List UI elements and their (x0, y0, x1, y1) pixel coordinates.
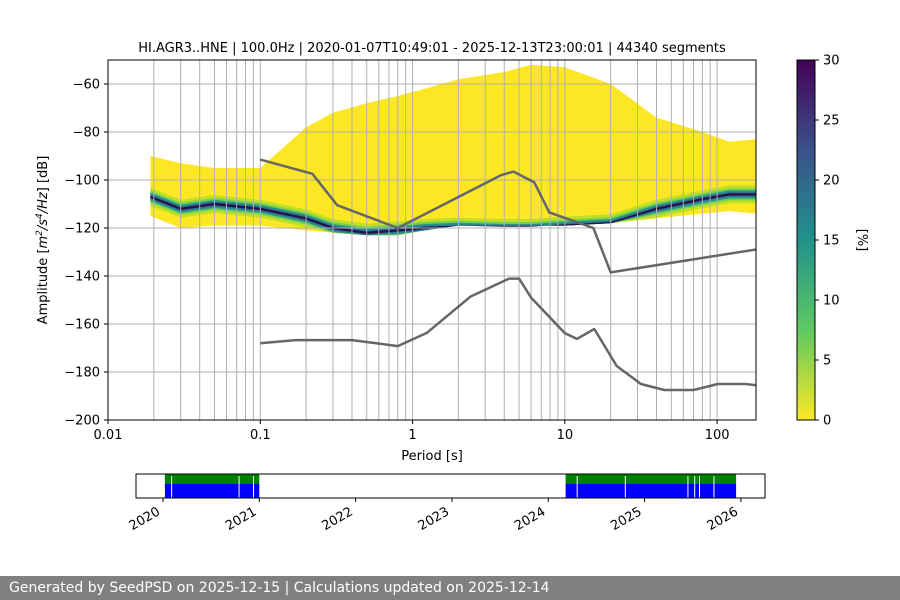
y-axis-label: Amplitude [m2/s4/Hz] [dB] (35, 156, 51, 325)
timeline-tick-label: 2025 (608, 504, 644, 534)
x-axis: 0.01 0.1 1 10 100 (94, 420, 730, 443)
noise-models (259, 158, 756, 392)
grid-lines (108, 60, 756, 420)
psd-density (150, 64, 756, 236)
colorbar-label: [%] (854, 229, 869, 252)
noise-model-low (260, 277, 756, 392)
data-coverage-timeline: 2020 2021 2022 2023 2024 2025 2026 (127, 473, 766, 534)
timeline-data-bar (565, 484, 737, 498)
timeline-tick-label: 2020 (127, 504, 163, 534)
y-axis-label-prefix: Amplitude [ (36, 248, 51, 324)
y-axis-label-unit-end: /Hz (36, 191, 51, 214)
x-tick-label: 0.1 (250, 428, 271, 443)
plot-frame (107, 59, 757, 421)
timeline-data-bar (164, 484, 260, 498)
colorbar: 0 5 10 15 20 25 30 [%] (796, 54, 869, 429)
timeline-tick-label: 2024 (512, 504, 548, 534)
x-axis-label: Period [s] (401, 449, 463, 464)
timeline-frame (135, 473, 766, 499)
y-tick-label: −120 (64, 222, 100, 237)
timeline-coverage-bars (164, 474, 737, 498)
colorbar-ticks: 0 5 10 15 20 25 30 (815, 54, 840, 429)
psd-plot-area: 0.01 0.1 1 10 100 −200 −180 −160 −140 −120 −100 −8… (64, 59, 757, 443)
y-axis-label-exp2: 4 (35, 213, 45, 219)
y-axis-label-unit-mid: /s (36, 219, 51, 231)
colorbar-tick-label: 25 (823, 114, 840, 129)
density-band-yellow (150, 64, 756, 236)
x-tick-label: 10 (557, 428, 574, 443)
x-tick-label: 0.01 (94, 428, 123, 443)
y-tick-label: −180 (64, 366, 100, 381)
colorbar-tick-label: 10 (823, 294, 840, 309)
timeline-axis: 2020 2021 2022 2023 2024 2025 2026 (127, 498, 742, 534)
x-tick-label: 100 (705, 428, 730, 443)
timeline-processed-bar (565, 474, 737, 484)
footer-text: Generated by SeedPSD on 2025-12-15 | Cal… (9, 580, 550, 596)
y-tick-label: −200 (64, 414, 100, 429)
colorbar-gradient (796, 59, 816, 421)
y-axis-label-unit-m: m (36, 236, 51, 249)
y-axis: −200 −180 −160 −140 −120 −100 −80 −60 (64, 78, 108, 429)
colorbar-tick-label: 20 (823, 174, 840, 189)
timeline-processed-bar (164, 474, 260, 484)
density-band-blue (150, 192, 756, 236)
timeline-tick-label: 2023 (416, 504, 452, 534)
colorbar-tick-label: 5 (823, 354, 831, 369)
x-tick-label: 1 (408, 428, 416, 443)
timeline-tick-label: 2022 (319, 504, 355, 534)
y-tick-label: −80 (73, 126, 100, 141)
chart-title: HI.AGR3..HNE | 100.0Hz | 2020-01-07T10:4… (138, 41, 726, 56)
noise-model-high (259, 158, 756, 274)
density-band-mode (150, 193, 756, 234)
y-tick-label: −60 (73, 78, 100, 93)
colorbar-tick-label: 30 (823, 54, 840, 69)
y-axis-label-exp1: 2 (35, 230, 45, 236)
timeline-tick-label: 2021 (223, 504, 259, 534)
y-axis-label-suffix: ] [dB] (36, 156, 51, 193)
timeline-tick-label: 2026 (705, 504, 741, 534)
colorbar-tick-label: 15 (823, 234, 840, 249)
y-tick-label: −160 (64, 318, 100, 333)
colorbar-tick-label: 0 (823, 414, 831, 429)
y-tick-label: −100 (64, 174, 100, 189)
footer-bar: Generated by SeedPSD on 2025-12-15 | Cal… (0, 576, 900, 600)
y-tick-label: −140 (64, 270, 100, 285)
